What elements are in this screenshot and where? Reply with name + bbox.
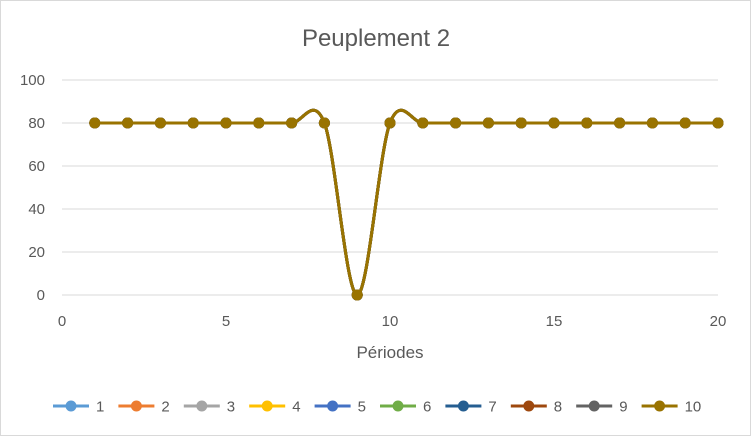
data-point [450, 117, 462, 129]
x-tick-label: 5 [222, 313, 230, 330]
legend-item: 3 [183, 399, 235, 416]
legend-label: 2 [161, 399, 169, 416]
legend-dot-marker [130, 400, 142, 412]
series-4 [89, 108, 724, 301]
data-point [318, 117, 330, 129]
data-point [286, 117, 298, 129]
legend-label: 3 [227, 399, 235, 416]
legend-dot-marker [588, 400, 600, 412]
legend-label: 1 [96, 399, 104, 416]
series-1 [89, 108, 724, 301]
legend-label: 5 [358, 399, 366, 416]
data-point [614, 117, 626, 129]
series-2 [89, 108, 724, 301]
legend-label: 10 [685, 399, 702, 416]
legend-dot-marker [654, 400, 666, 412]
legend-label: 9 [619, 399, 627, 416]
series-line [94, 108, 718, 297]
legend-dot-marker [196, 400, 208, 412]
series-8 [89, 108, 724, 301]
data-point [679, 117, 691, 129]
x-axis-ticks: 0 5 10 15 20 [58, 313, 727, 330]
y-tick-label: 20 [28, 244, 45, 261]
x-tick-label: 15 [546, 313, 563, 330]
y-tick-label: 40 [28, 201, 45, 218]
data-point [89, 117, 101, 129]
gridlines [62, 79, 718, 296]
data-point [253, 117, 265, 129]
data-point [581, 117, 593, 129]
data-point [187, 117, 199, 129]
x-tick-label: 20 [710, 313, 727, 330]
legend-label: 4 [292, 399, 300, 416]
legend-dot-marker [457, 400, 469, 412]
series-line [94, 108, 718, 297]
data-point [220, 117, 232, 129]
series-7 [89, 108, 724, 301]
data-point [515, 117, 527, 129]
data-point [482, 117, 494, 129]
y-tick-label: 80 [28, 115, 45, 132]
data-point [548, 117, 560, 129]
series-line [94, 108, 718, 297]
legend-dot-marker [523, 400, 535, 412]
data-point [384, 117, 396, 129]
legend-label: 6 [423, 399, 431, 416]
x-tick-label: 0 [58, 313, 66, 330]
x-axis-label: Périodes [356, 343, 423, 362]
legend-item: 6 [380, 399, 431, 416]
legend-dot-marker [392, 400, 404, 412]
legend-item: 10 [641, 399, 702, 416]
series-line [94, 108, 718, 297]
series-line [94, 108, 718, 297]
data-point [154, 117, 166, 129]
legend-item: 9 [576, 399, 628, 416]
legend-item: 2 [118, 399, 170, 416]
x-tick-label: 10 [382, 313, 399, 330]
series-line [94, 108, 718, 297]
y-tick-label: 100 [20, 72, 45, 89]
data-point [122, 117, 134, 129]
series-3 [89, 108, 724, 301]
series-5 [89, 108, 724, 301]
series-lines [89, 108, 724, 301]
data-point [646, 117, 658, 129]
legend-item: 7 [445, 399, 497, 416]
legend-dot-marker [65, 400, 77, 412]
legend-dot-marker [261, 400, 273, 412]
legend: 1 2 3 4 5 6 7 8 9 10 [53, 399, 701, 416]
data-point [417, 117, 429, 129]
series-line [94, 108, 718, 297]
chart-title: Peuplement 2 [302, 25, 450, 52]
y-tick-label: 60 [28, 158, 45, 175]
series-line [94, 108, 718, 297]
legend-label: 8 [554, 399, 562, 416]
legend-item: 4 [249, 399, 301, 416]
series-10 [89, 108, 724, 301]
legend-label: 7 [488, 399, 496, 416]
data-point [351, 289, 363, 301]
series-line [94, 108, 718, 297]
legend-item: 8 [510, 399, 562, 416]
y-axis-ticks: 0 20 40 60 80 100 [20, 72, 45, 304]
legend-dot-marker [327, 400, 339, 412]
y-tick-label: 0 [37, 287, 45, 304]
series-9 [89, 108, 724, 301]
series-line [94, 108, 718, 297]
data-point [712, 117, 724, 129]
legend-item: 1 [53, 399, 104, 416]
series-6 [89, 108, 724, 301]
legend-item: 5 [314, 399, 366, 416]
